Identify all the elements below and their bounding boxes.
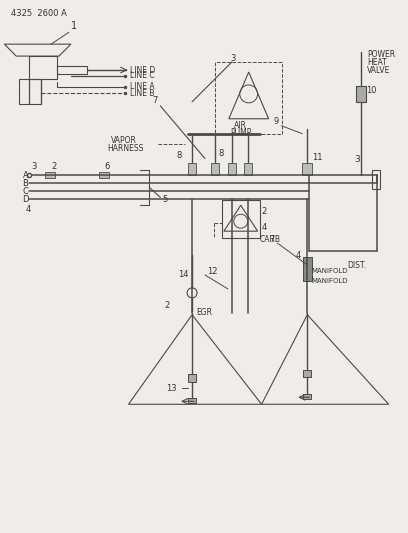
Text: 4: 4 (295, 251, 301, 260)
Text: 12: 12 (207, 268, 217, 277)
Bar (372, 169, 380, 189)
Text: 3: 3 (31, 162, 37, 171)
Text: LINE C: LINE C (129, 71, 154, 80)
Bar (303, 370, 311, 377)
Bar (188, 398, 196, 403)
Text: PUMP: PUMP (230, 128, 251, 137)
Text: 1: 1 (71, 21, 77, 31)
Text: A: A (22, 171, 28, 180)
Text: 8: 8 (218, 149, 223, 158)
Text: POWER: POWER (367, 50, 395, 59)
Text: VALVE: VALVE (367, 66, 390, 75)
Text: 3: 3 (230, 54, 235, 62)
Text: 7: 7 (152, 96, 158, 106)
Bar (302, 163, 312, 175)
Text: 2: 2 (262, 207, 267, 216)
Text: MANIFOLD: MANIFOLD (311, 268, 348, 274)
Bar (211, 163, 219, 175)
Text: MANIFOLD: MANIFOLD (311, 278, 348, 284)
Bar (188, 163, 196, 175)
Text: 11: 11 (312, 153, 323, 162)
Bar (228, 163, 236, 175)
Text: LINE B: LINE B (129, 90, 154, 99)
Bar (244, 163, 252, 175)
Text: HEAT: HEAT (367, 58, 387, 67)
Text: 8: 8 (176, 151, 182, 160)
Text: 7: 7 (270, 235, 275, 244)
Text: 5: 5 (162, 195, 168, 204)
Text: 6: 6 (105, 162, 110, 171)
Bar (215, 62, 282, 134)
Text: D: D (22, 195, 28, 204)
Text: 4: 4 (25, 205, 31, 214)
Bar (45, 173, 55, 179)
Text: 13: 13 (166, 384, 177, 393)
Text: AIR: AIR (234, 121, 247, 130)
Text: C: C (22, 187, 28, 196)
Bar (356, 86, 366, 102)
Bar (303, 394, 311, 399)
Text: CARB: CARB (259, 235, 281, 244)
Text: LINE A: LINE A (129, 83, 154, 92)
Text: 10: 10 (366, 86, 377, 95)
Bar (19, 79, 41, 104)
Text: 9: 9 (273, 117, 279, 126)
Text: 2: 2 (164, 301, 169, 310)
Bar (188, 375, 196, 382)
Bar (99, 173, 109, 179)
Bar (57, 66, 87, 74)
Text: VAPOR: VAPOR (111, 136, 137, 145)
Text: B: B (22, 179, 28, 188)
Text: LINE D: LINE D (129, 66, 155, 75)
Text: EGR: EGR (196, 308, 212, 317)
Text: 14: 14 (178, 270, 188, 279)
Bar (29, 56, 57, 79)
Text: 2: 2 (51, 162, 56, 171)
Text: 3: 3 (354, 155, 360, 164)
Text: HARNESS: HARNESS (108, 144, 144, 153)
Text: 4325  2600 A: 4325 2600 A (11, 9, 67, 18)
Bar (303, 257, 312, 281)
Bar (222, 200, 259, 238)
Text: DIST.: DIST. (347, 261, 366, 270)
Text: 4: 4 (262, 223, 267, 232)
